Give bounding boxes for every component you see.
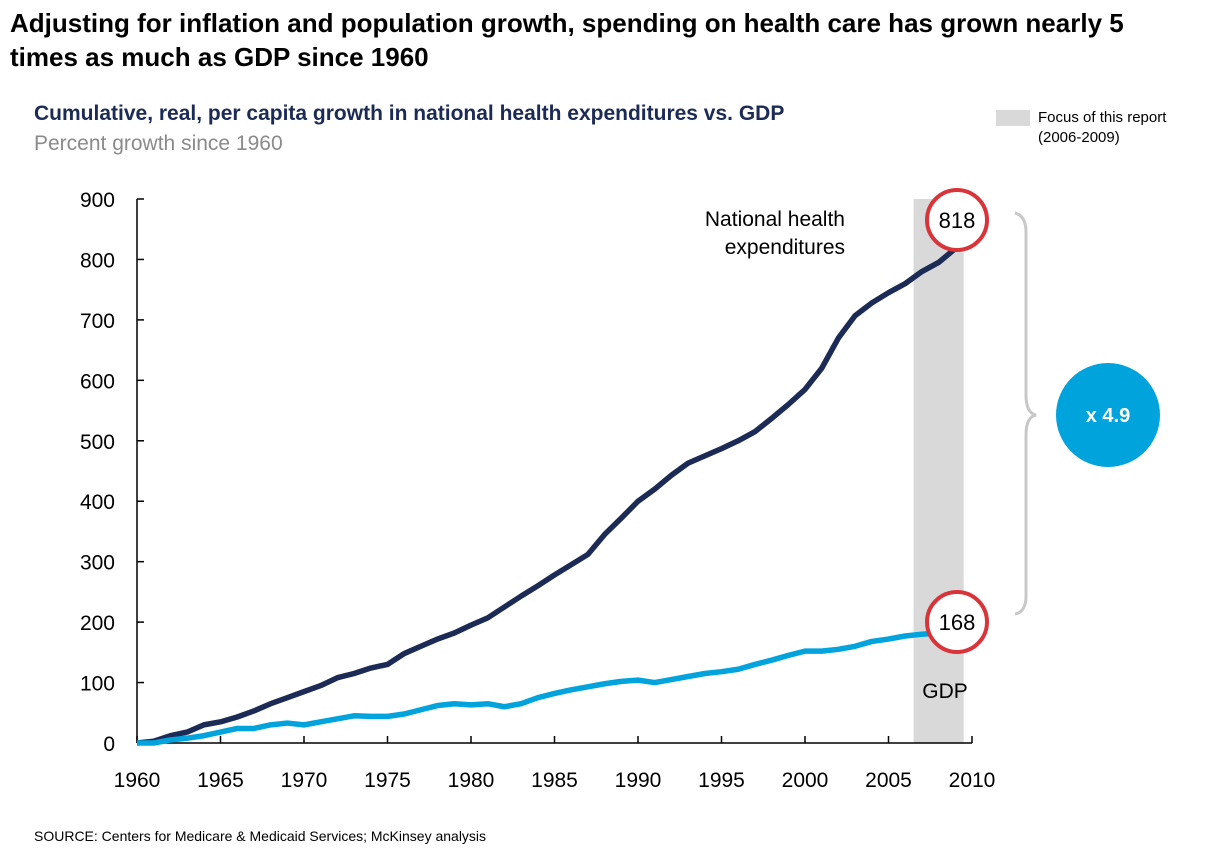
chart-subtitle: Percent growth since 1960 [34,132,283,155]
y-tick-label: 900 [80,189,115,212]
x-tick-label: 1960 [114,769,161,792]
y-tick-label: 100 [80,673,115,696]
y-tick-label: 700 [80,310,115,333]
page-title: Adjusting for inflation and population g… [10,8,1124,72]
series-line-gdp [137,630,956,746]
series-line-nhe [136,246,958,746]
legend-label-line2: (2006-2009) [1038,129,1120,146]
x-tick-label: 2010 [949,769,996,792]
series-label-gdp: GDP [922,680,968,703]
y-tick-label: 800 [80,249,115,272]
x-tick-label: 2005 [865,769,912,792]
y-tick-label: 400 [80,491,115,514]
y-tick-label: 200 [80,612,115,635]
chart-title: Cumulative, real, per capita growth in n… [34,102,785,125]
y-tick-label: 600 [80,370,115,393]
series-label-nhe-line2: expenditures [725,236,845,259]
ratio-label: x 4.9 [1086,405,1130,427]
y-tick-label: 0 [103,733,115,756]
x-tick-label: 1985 [531,769,578,792]
x-tick-label: 2000 [782,769,829,792]
x-tick-label: 1990 [615,769,662,792]
series-label-nhe-line1: National health [705,208,845,231]
x-tick-label: 1970 [281,769,328,792]
end-value-circle-gdp [925,590,989,654]
source-note: SOURCE: Centers for Medicare & Medicaid … [34,828,487,844]
y-tick-label: 500 [80,431,115,454]
brace [1014,211,1037,616]
focus-band [913,199,964,743]
legend-label-line1: Focus of this report [1038,109,1167,126]
x-tick-label: 1980 [448,769,495,792]
end-value-circle-nhe [925,188,989,252]
y-tick-label: 300 [80,552,115,575]
x-tick-label: 1975 [364,769,411,792]
legend-swatch-focus [996,110,1030,126]
x-tick-label: 1995 [698,769,745,792]
x-tick-label: 1965 [197,769,244,792]
end-value-label-nhe: 818 [939,208,976,233]
end-value-label-gdp: 168 [939,610,976,635]
ratio-bubble [1056,363,1160,467]
